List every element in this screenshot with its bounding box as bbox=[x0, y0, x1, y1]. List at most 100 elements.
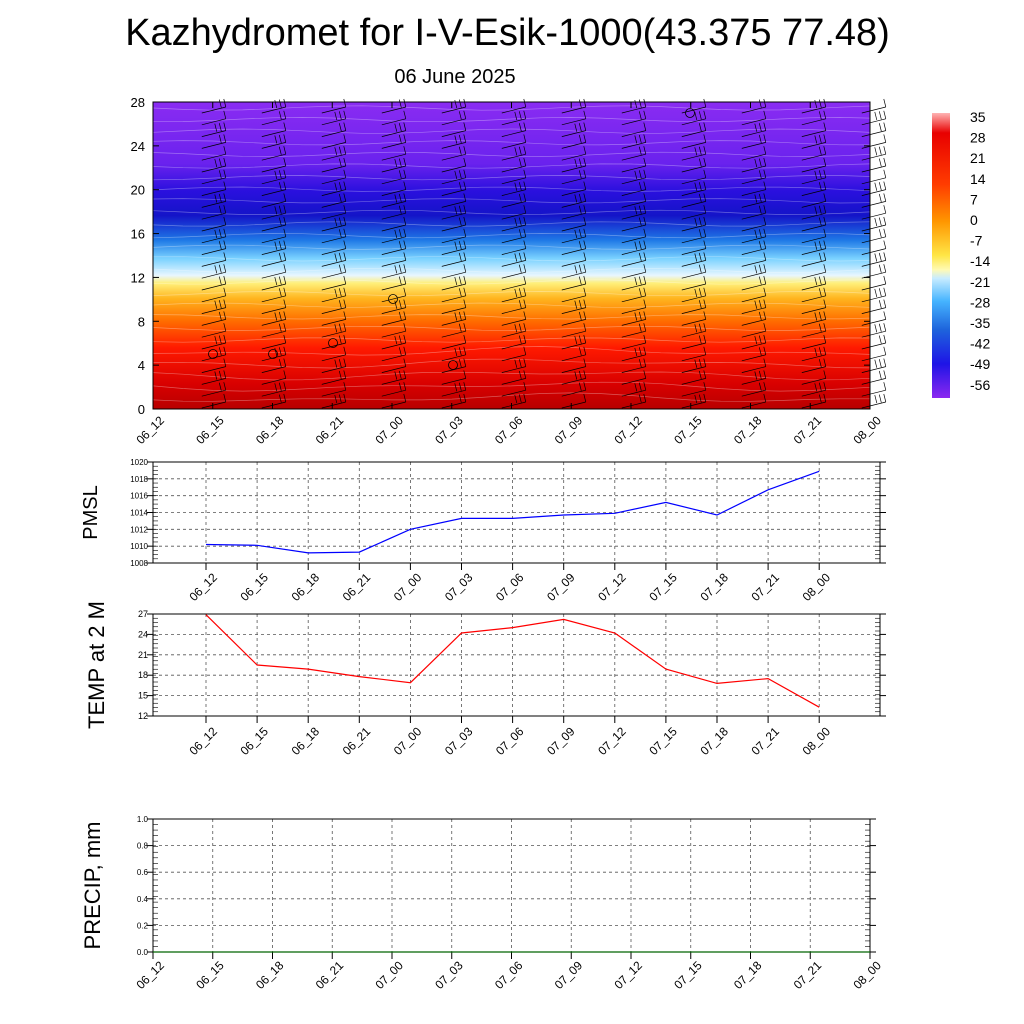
wind-barb bbox=[201, 323, 227, 338]
wind-barb bbox=[261, 157, 287, 173]
x-tick-label: 07_03 bbox=[442, 570, 476, 604]
wind-barb bbox=[801, 382, 827, 397]
wind-barb bbox=[321, 157, 347, 173]
colorbar-label: -21 bbox=[970, 274, 990, 290]
wind-barb bbox=[861, 110, 887, 126]
wind-barb bbox=[681, 382, 707, 397]
wind-barb bbox=[801, 98, 827, 114]
x-tick-label: 07_12 bbox=[611, 958, 645, 992]
wind-barb bbox=[561, 346, 587, 362]
wind-barb bbox=[441, 346, 467, 362]
x-tick-label: 07_18 bbox=[697, 724, 731, 758]
wind-barb bbox=[861, 205, 887, 220]
x-tick-label: 07_03 bbox=[442, 724, 476, 758]
wind-barb bbox=[381, 205, 407, 220]
y-tick-label: 1010 bbox=[130, 542, 148, 551]
wind-barb bbox=[561, 205, 587, 220]
wind-barb bbox=[441, 299, 467, 314]
wind-barb bbox=[681, 193, 707, 208]
wind-barb bbox=[201, 146, 227, 161]
wind-barb bbox=[801, 146, 827, 161]
colorbar-label: 21 bbox=[970, 150, 986, 166]
y-axis-label: PMSL bbox=[80, 485, 102, 539]
wind-barb bbox=[801, 228, 827, 244]
contour-line bbox=[152, 117, 871, 123]
wind-barb bbox=[501, 228, 527, 244]
wind-barb bbox=[261, 334, 287, 350]
wind-barb bbox=[201, 110, 227, 126]
wind-barb bbox=[681, 370, 707, 385]
wind-barb bbox=[501, 193, 527, 208]
wind-barb bbox=[861, 240, 887, 255]
wind-barb bbox=[861, 334, 887, 350]
wind-barb bbox=[201, 157, 227, 173]
wind-barb bbox=[681, 393, 707, 409]
x-tick-label: 07_00 bbox=[391, 570, 425, 604]
wind-barb bbox=[321, 110, 347, 126]
wind-barb bbox=[261, 134, 287, 149]
wind-barb bbox=[201, 193, 227, 208]
x-tick-label: 07_15 bbox=[646, 724, 680, 758]
x-tick-label: 07_15 bbox=[646, 570, 680, 604]
y-tick-label: 1.0 bbox=[137, 815, 149, 824]
wind-barb bbox=[501, 323, 527, 338]
colorbar-label: 28 bbox=[970, 130, 986, 146]
y-tick-label: 0.0 bbox=[137, 948, 149, 957]
wind-barb bbox=[261, 169, 287, 185]
wind-barb bbox=[861, 358, 887, 373]
wind-barb bbox=[441, 252, 467, 267]
wind-barb bbox=[561, 240, 587, 255]
wind-barb bbox=[681, 346, 707, 362]
wind-barb bbox=[441, 146, 467, 161]
wind-barb bbox=[441, 157, 467, 173]
wind-barb bbox=[321, 193, 347, 208]
y-tick-label: 0 bbox=[138, 402, 145, 417]
wind-barb bbox=[261, 311, 287, 326]
wind-barb bbox=[441, 323, 467, 338]
wind-barb bbox=[801, 311, 827, 326]
y-tick-label: 12 bbox=[138, 711, 148, 721]
wind-barb bbox=[681, 299, 707, 314]
wind-barb bbox=[201, 252, 227, 267]
wind-barb bbox=[801, 134, 827, 149]
wind-barb bbox=[861, 146, 887, 161]
x-tick-label: 07_00 bbox=[391, 724, 425, 758]
wind-barb bbox=[801, 358, 827, 373]
wind-barb bbox=[561, 146, 587, 161]
wind-barb bbox=[681, 181, 707, 196]
wind-barb bbox=[561, 110, 587, 126]
contour-line bbox=[152, 392, 870, 402]
wind-barb bbox=[501, 240, 527, 255]
contour-line bbox=[152, 381, 871, 392]
wind-barb bbox=[201, 287, 227, 303]
wind-barb bbox=[561, 228, 587, 244]
wind-barb bbox=[501, 382, 527, 397]
wind-barb bbox=[201, 370, 227, 385]
wind-barb bbox=[261, 98, 287, 114]
wind-barb bbox=[261, 358, 287, 373]
x-tick-label: 07_09 bbox=[544, 570, 578, 604]
wind-barb bbox=[861, 134, 887, 149]
wind-barb bbox=[681, 358, 707, 373]
wind-barb bbox=[741, 146, 767, 161]
colorbar-label: 7 bbox=[970, 191, 978, 207]
wind-barb bbox=[801, 334, 827, 350]
contour-line bbox=[152, 163, 871, 169]
wind-barb bbox=[801, 299, 827, 314]
calm-wind-marker bbox=[448, 360, 458, 370]
calm-wind-marker bbox=[685, 108, 695, 118]
y-tick-label: 18 bbox=[138, 670, 148, 680]
series-line bbox=[205, 470, 820, 554]
wind-barb bbox=[381, 169, 407, 185]
y-tick-label: 1012 bbox=[130, 525, 148, 534]
wind-barb bbox=[621, 205, 647, 220]
wind-barb bbox=[861, 287, 887, 303]
wind-barb bbox=[261, 393, 287, 409]
wind-barb bbox=[621, 157, 647, 173]
wind-barb bbox=[561, 193, 587, 208]
contour-line bbox=[152, 151, 871, 157]
wind-barb bbox=[321, 169, 347, 185]
wind-barb bbox=[741, 382, 767, 397]
wind-barb bbox=[861, 122, 887, 137]
wind-barb bbox=[861, 216, 887, 232]
